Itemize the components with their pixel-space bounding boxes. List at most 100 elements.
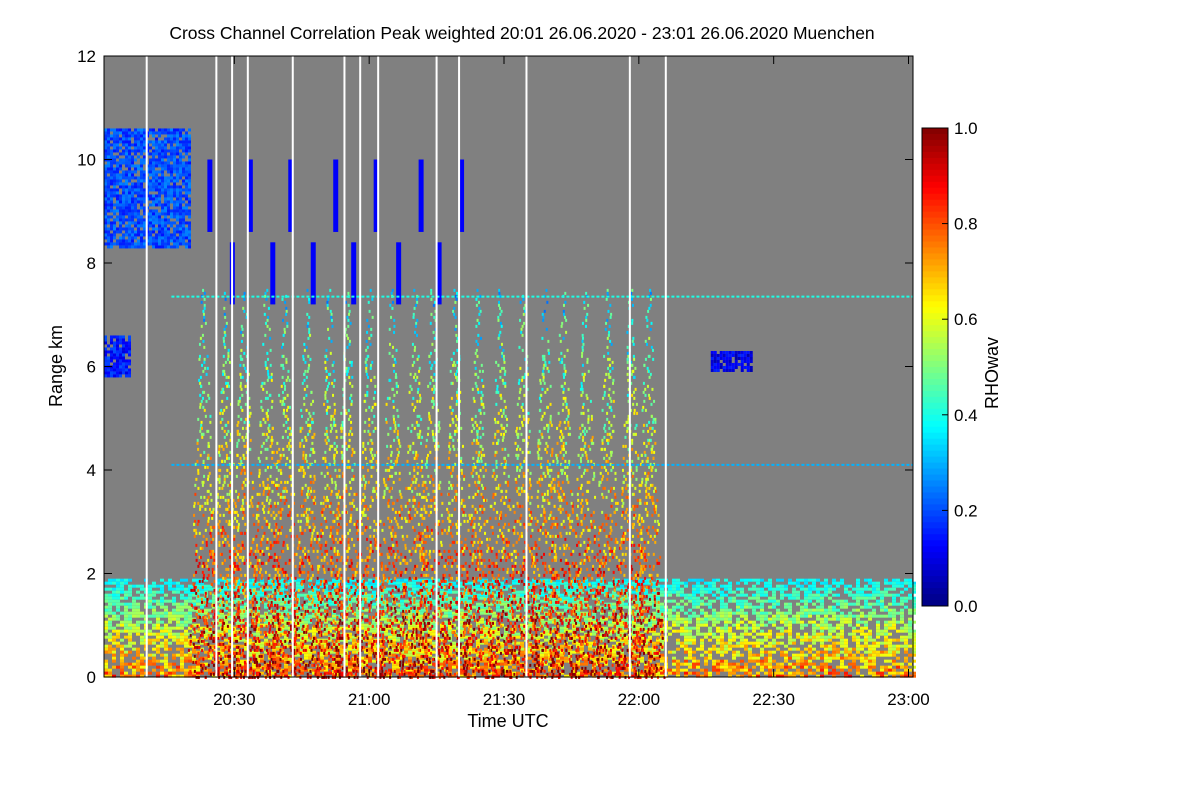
boundary-layer-cell (304, 617, 308, 621)
boundary-layer-cell (692, 614, 696, 618)
boundary-layer-cell (496, 659, 500, 663)
precipitation-cell (190, 603, 193, 607)
boundary-layer-cell (544, 626, 548, 630)
boundary-layer-cell (864, 596, 868, 600)
boundary-layer-cell (528, 635, 532, 639)
boundary-layer-cell (600, 581, 604, 585)
boundary-layer-cell (480, 632, 484, 636)
boundary-layer-cell (616, 635, 620, 639)
boundary-layer-cell (492, 626, 496, 630)
boundary-layer-cell (500, 635, 504, 639)
boundary-layer-cell (436, 632, 440, 636)
precipitation-cell (221, 561, 224, 565)
boundary-layer-cell (896, 611, 900, 615)
boundary-layer-cell (240, 644, 244, 648)
boundary-layer-cell (480, 605, 484, 609)
boundary-layer-cell (712, 611, 716, 615)
boundary-layer-cell (536, 635, 540, 639)
precipitation-cell (227, 585, 230, 589)
boundary-layer-cell (452, 590, 456, 594)
boundary-layer-cell (332, 596, 336, 600)
boundary-layer-cell (432, 581, 436, 585)
boundary-layer-cell (576, 623, 580, 627)
boundary-layer-cell (848, 662, 852, 666)
boundary-layer-cell (768, 605, 772, 609)
boundary-layer-cell (408, 653, 412, 657)
precipitation-cell (227, 429, 230, 433)
boundary-layer-cell (204, 662, 208, 666)
boundary-layer-cell (716, 638, 720, 642)
boundary-layer-cell (428, 650, 432, 654)
boundary-layer-cell (848, 656, 852, 660)
boundary-layer-cell (408, 593, 412, 597)
boundary-layer-cell (224, 620, 228, 624)
boundary-layer-cell (576, 611, 580, 615)
boundary-layer-cell (256, 656, 260, 660)
boundary-layer-cell (692, 626, 696, 630)
precipitation-cell (198, 645, 201, 649)
boundary-layer-cell (872, 665, 876, 669)
boundary-layer-cell (288, 596, 292, 600)
boundary-layer-cell (368, 626, 372, 630)
boundary-layer-cell (336, 641, 340, 645)
boundary-layer-cell (184, 596, 188, 600)
boundary-layer-cell (216, 644, 220, 648)
boundary-layer-cell (152, 659, 156, 663)
boundary-layer-cell (896, 662, 900, 666)
precipitation-cell (218, 525, 221, 529)
boundary-layer-cell (136, 611, 140, 615)
precipitation-cell (225, 324, 228, 328)
boundary-layer-cell (132, 626, 136, 630)
boundary-layer-cell (448, 662, 452, 666)
boundary-layer-cell (608, 638, 612, 642)
precipitation-cell (200, 426, 203, 430)
boundary-layer-cell (176, 611, 180, 615)
boundary-layer-cell (284, 635, 288, 639)
boundary-layer-cell (284, 596, 288, 600)
boundary-layer-cell (896, 629, 900, 633)
boundary-layer-cell (580, 644, 584, 648)
boundary-layer-cell (884, 626, 888, 630)
boundary-layer-cell (412, 584, 416, 588)
boundary-layer-cell (220, 629, 224, 633)
boundary-layer-cell (572, 599, 576, 603)
boundary-layer-cell (756, 638, 760, 642)
boundary-layer-cell (396, 671, 400, 675)
boundary-layer-cell (128, 635, 132, 639)
boundary-layer-cell (492, 623, 496, 627)
precipitation-cell (221, 627, 224, 631)
boundary-layer-cell (644, 650, 648, 654)
boundary-layer-cell (812, 593, 816, 597)
precipitation-cell (218, 444, 221, 448)
boundary-layer-cell (604, 617, 608, 621)
boundary-layer-cell (832, 671, 836, 675)
boundary-layer-cell (720, 650, 724, 654)
boundary-layer-cell (624, 641, 628, 645)
boundary-layer-cell (176, 668, 180, 672)
precipitation-cell (226, 534, 229, 538)
boundary-layer-cell (356, 635, 360, 639)
boundary-layer-cell (116, 605, 120, 609)
boundary-layer-cell (156, 635, 160, 639)
boundary-layer-cell (336, 620, 340, 624)
boundary-layer-cell (748, 656, 752, 660)
boundary-layer-cell (704, 668, 708, 672)
boundary-layer-cell (280, 620, 284, 624)
boundary-layer-cell (372, 644, 376, 648)
boundary-layer-cell (568, 614, 572, 618)
boundary-layer-cell (780, 587, 784, 591)
boundary-layer-cell (128, 605, 132, 609)
boundary-layer-cell (644, 578, 648, 582)
boundary-layer-cell (776, 665, 780, 669)
precipitation-cell (222, 387, 225, 391)
boundary-layer-cell (548, 668, 552, 672)
boundary-layer-cell (572, 650, 576, 654)
boundary-layer-cell (780, 590, 784, 594)
boundary-layer-cell (588, 617, 592, 621)
boundary-layer-cell (660, 614, 664, 618)
boundary-layer-cell (888, 665, 892, 669)
boundary-layer-cell (820, 602, 824, 606)
boundary-layer-cell (704, 611, 708, 615)
boundary-layer-cell (752, 620, 756, 624)
